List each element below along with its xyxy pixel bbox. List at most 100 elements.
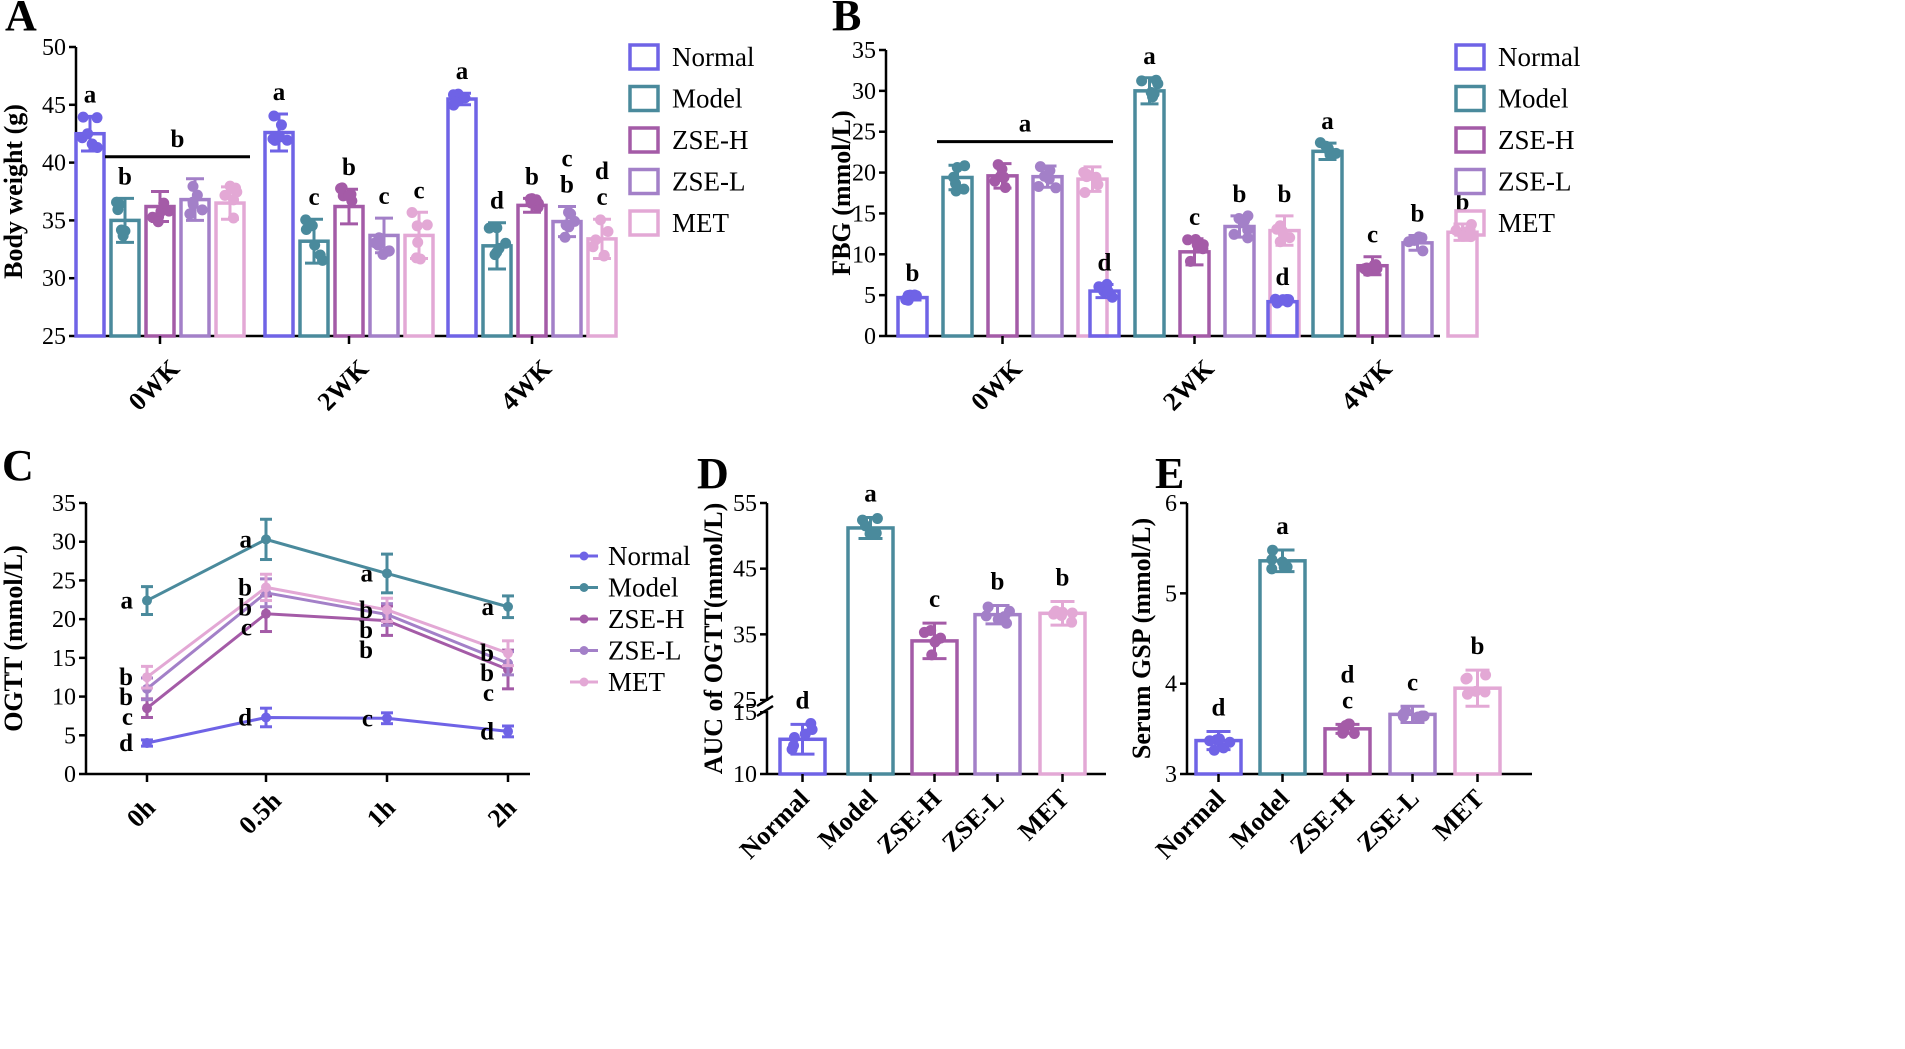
point-label: b: [359, 597, 373, 624]
data-point: [1242, 224, 1254, 236]
point-label: c: [483, 680, 494, 707]
data-point: [1079, 186, 1091, 198]
data-point: [274, 131, 286, 143]
significance-letter: b: [1278, 181, 1292, 208]
data-point: [261, 582, 271, 593]
point-label: b: [359, 617, 373, 644]
significance-letter: d: [1341, 661, 1355, 688]
data-point: [788, 740, 800, 752]
x-tick-label: Model: [812, 784, 883, 855]
legend-label: Normal: [608, 541, 690, 571]
panel-label: C: [2, 441, 34, 490]
legend-swatch: [628, 209, 660, 237]
y-axis-title: AUC of OGTT(mmol/L): [699, 503, 728, 775]
x-tick-label: MET: [1427, 784, 1489, 846]
legend-label: MET: [672, 208, 730, 238]
data-point: [1055, 609, 1067, 621]
data-point: [77, 111, 89, 123]
legend-marker: [579, 583, 589, 592]
data-point: [261, 712, 271, 723]
data-point: [1208, 744, 1220, 756]
significance-letter: c: [308, 184, 319, 211]
data-point: [187, 180, 199, 192]
y-tick-label: 10: [852, 242, 876, 268]
data-point: [1184, 255, 1196, 267]
x-tick-label: 4WK: [495, 353, 558, 416]
legend-label: MET: [608, 667, 666, 697]
data-point: [1034, 161, 1046, 173]
legend-label: Model: [608, 573, 679, 603]
significance-letter: c: [1189, 204, 1200, 231]
bar: [846, 526, 895, 776]
x-tick-label: ZSE-L: [936, 784, 1010, 858]
data-point: [950, 178, 962, 190]
data-point: [300, 223, 312, 235]
data-point: [900, 294, 912, 306]
bar: [973, 612, 1022, 776]
data-point: [309, 239, 321, 251]
y-tick-label: 35: [42, 208, 66, 234]
data-point: [598, 249, 610, 261]
x-tick-label: 0.5h: [233, 786, 287, 840]
legend-marker: [579, 677, 589, 687]
significance-letter: a: [1321, 108, 1334, 135]
data-point: [335, 183, 347, 195]
y-tick-label: 0: [64, 762, 76, 788]
bracket-label: a: [1019, 111, 1032, 138]
y-tick-label: 4: [1165, 672, 1177, 698]
bar: [214, 201, 246, 338]
significance-letter: a: [1276, 513, 1289, 540]
data-point: [1479, 686, 1491, 698]
data-point: [411, 220, 423, 232]
data-point: [1033, 181, 1045, 193]
data-point: [227, 212, 239, 224]
point-label: a: [361, 560, 374, 587]
data-point: [317, 254, 329, 266]
data-point: [595, 214, 607, 226]
y-tick-label: 3: [1165, 762, 1177, 788]
y-axis-title: Serum GSP (mmol/L): [1127, 518, 1156, 759]
data-point: [483, 222, 495, 234]
y-tick-label: 5: [64, 723, 76, 749]
data-point: [115, 224, 127, 236]
legend-label: ZSE-L: [672, 167, 746, 197]
data-point: [142, 738, 152, 749]
legend-swatch: [628, 167, 660, 196]
axis-break-gap: [757, 701, 777, 711]
significance-letter: b: [1411, 200, 1425, 227]
panel-label: A: [5, 0, 37, 40]
panel-B: 0 5 10 15 20 25 30 35 FBG (mmol/L) Bb 0WK d a c b b 2WK d…: [827, 0, 1580, 416]
data-point: [142, 672, 152, 683]
data-point: [982, 601, 994, 613]
significance-letter: d: [1276, 264, 1290, 291]
data-point: [1148, 88, 1160, 100]
bar: [333, 204, 365, 338]
data-point: [1397, 709, 1409, 721]
legend-label: ZSE-H: [1498, 125, 1575, 155]
x-tick-label: ZSE-L: [1351, 784, 1425, 858]
significance-letter: d: [1212, 695, 1226, 722]
data-point: [565, 208, 577, 220]
data-point: [1150, 74, 1162, 86]
x-tick-label: 2WK: [1157, 353, 1220, 416]
legend-label: Model: [672, 84, 743, 114]
data-point: [869, 528, 881, 540]
data-point: [989, 175, 1001, 187]
y-tick-label: 40: [42, 151, 66, 177]
bar: [1031, 174, 1064, 338]
significance-letter: d: [595, 158, 609, 185]
data-point: [559, 231, 571, 243]
bar: [446, 97, 478, 338]
significance-letter: b: [560, 172, 574, 199]
y-axis-title: Body weight (g): [0, 104, 28, 279]
data-point: [503, 726, 513, 737]
y-tick-label: 45: [733, 557, 757, 583]
point-label: b: [238, 594, 252, 621]
point-label: b: [480, 640, 494, 667]
y-tick-label: 50: [42, 35, 66, 61]
data-point: [224, 180, 236, 192]
data-point: [929, 636, 941, 648]
legend-swatch: [628, 126, 660, 154]
